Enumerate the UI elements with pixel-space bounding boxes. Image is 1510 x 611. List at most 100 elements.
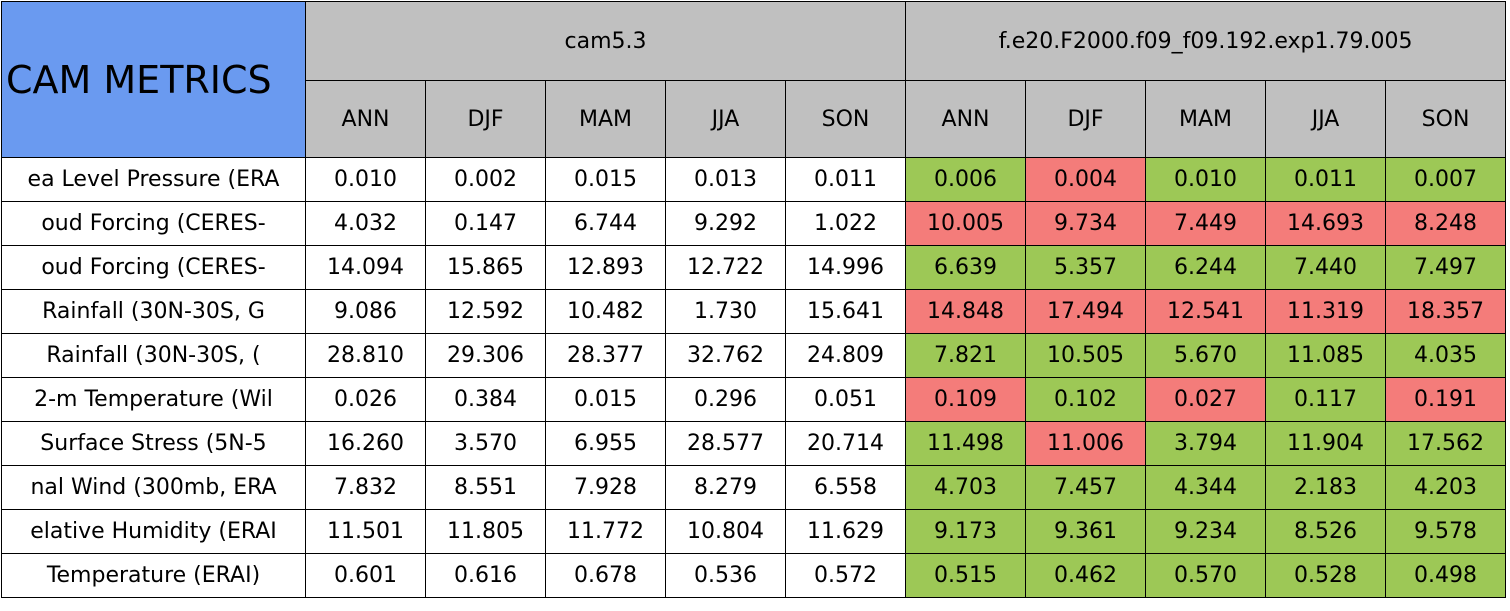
value-cell: 0.011 — [784, 157, 907, 202]
value-cell: 3.570 — [425, 421, 546, 466]
value-cell: 14.996 — [784, 245, 907, 290]
season-header: JJA — [665, 80, 786, 158]
value-cell: 8.551 — [425, 465, 546, 510]
value-cell: 6.244 — [1145, 245, 1267, 290]
value-cell: 1.022 — [784, 201, 907, 246]
season-header: DJF — [1025, 80, 1147, 158]
value-cell: 11.006 — [1025, 421, 1147, 466]
value-cell: 0.010 — [1145, 157, 1267, 202]
value-cell: 2.183 — [1265, 465, 1387, 510]
value-cell: 14.094 — [305, 245, 426, 290]
value-cell: 0.015 — [545, 377, 666, 422]
value-cell: 15.641 — [784, 289, 907, 334]
value-cell: 10.482 — [545, 289, 666, 334]
value-cell: 11.498 — [905, 421, 1027, 466]
data-row: oud Forcing (CERES- 4.032 0.147 6.744 9.292 1… — [1, 201, 1507, 246]
value-cell: 17.494 — [1025, 289, 1147, 334]
value-cell: 4.203 — [1385, 465, 1507, 510]
season-row: ANN DJF MAM JJA SON ANN DJF MAM JJA SON — [2, 80, 1507, 158]
value-cell: 17.562 — [1385, 421, 1507, 466]
value-cell: 0.572 — [784, 553, 907, 598]
value-cell: 0.384 — [425, 377, 546, 422]
value-cell: 3.794 — [1145, 421, 1267, 466]
row-label: 2-m Temperature (Wil — [1, 377, 306, 422]
row-label: elative Humidity (ERAI — [1, 509, 306, 554]
data-row: Rainfall (30N-30S, G 9.086 12.592 10.482 1.7… — [1, 289, 1507, 334]
value-cell: 0.601 — [305, 553, 426, 598]
value-cell: 8.279 — [665, 465, 786, 510]
value-cell: 9.234 — [1145, 509, 1267, 554]
value-cell: 6.955 — [545, 421, 666, 466]
value-cell: 28.810 — [305, 333, 426, 378]
value-cell: 11.805 — [425, 509, 546, 554]
value-cell: 10.505 — [1025, 333, 1147, 378]
value-cell: 0.678 — [545, 553, 666, 598]
value-cell: 12.541 — [1145, 289, 1267, 334]
value-cell: 0.011 — [1265, 157, 1387, 202]
row-label: oud Forcing (CERES- — [1, 201, 306, 246]
value-cell: 9.361 — [1025, 509, 1147, 554]
season-header: SON — [1385, 80, 1507, 158]
value-cell: 4.703 — [905, 465, 1027, 510]
value-cell: 6.744 — [545, 201, 666, 246]
value-cell: 7.457 — [1025, 465, 1147, 510]
value-cell: 9.173 — [905, 509, 1027, 554]
row-label: Surface Stress (5N-5 — [1, 421, 306, 466]
value-cell: 0.007 — [1385, 157, 1507, 202]
table-title: CAM METRICS — [1, 1, 306, 158]
value-cell: 0.010 — [305, 157, 426, 202]
value-cell: 7.928 — [545, 465, 666, 510]
value-cell: 0.013 — [665, 157, 786, 202]
season-header: ANN — [905, 80, 1027, 158]
data-row: Temperature (ERAI) 0.601 0.616 0.678 0.536 0.… — [1, 553, 1507, 598]
value-cell: 0.026 — [305, 377, 426, 422]
value-cell: 0.015 — [545, 157, 666, 202]
value-cell: 11.904 — [1265, 421, 1387, 466]
data-row: Rainfall (30N-30S, (28.810 29.306 28.377 32… — [1, 333, 1507, 378]
value-cell: 0.006 — [905, 157, 1027, 202]
value-cell: 6.639 — [905, 245, 1027, 290]
value-cell: 5.357 — [1025, 245, 1147, 290]
value-cell: 11.085 — [1265, 333, 1387, 378]
value-cell: 0.616 — [425, 553, 546, 598]
value-cell: 4.032 — [305, 201, 426, 246]
data-row: ea Level Pressure (ERA 0.010 0.002 0.015 0.0… — [1, 157, 1507, 202]
value-cell: 0.004 — [1025, 157, 1147, 202]
data-row: nal Wind (300mb, ERA 7.832 8.551 7.928 8.279… — [1, 465, 1507, 510]
value-cell: 0.528 — [1265, 553, 1387, 598]
value-cell: 0.191 — [1385, 377, 1507, 422]
value-cell: 7.832 — [305, 465, 426, 510]
value-cell: 10.005 — [905, 201, 1027, 246]
value-cell: 7.449 — [1145, 201, 1267, 246]
value-cell: 7.440 — [1265, 245, 1387, 290]
value-cell: 0.515 — [905, 553, 1027, 598]
value-cell: 5.670 — [1145, 333, 1267, 378]
data-row: Surface Stress (5N-5 16.260 3.570 6.955 28.5… — [1, 421, 1507, 466]
value-cell: 9.292 — [665, 201, 786, 246]
value-cell: 12.722 — [665, 245, 786, 290]
value-cell: 0.109 — [905, 377, 1027, 422]
value-cell: 0.462 — [1025, 553, 1147, 598]
value-cell: 10.804 — [665, 509, 786, 554]
value-cell: 16.260 — [305, 421, 426, 466]
value-cell: 24.809 — [784, 333, 907, 378]
row-label: Rainfall (30N-30S, G — [1, 289, 306, 334]
value-cell: 15.865 — [425, 245, 546, 290]
value-cell: 11.772 — [545, 509, 666, 554]
row-label: nal Wind (300mb, ERA — [1, 465, 306, 510]
value-cell: 0.102 — [1025, 377, 1147, 422]
data-row: elative Humidity (ERAI 11.501 11.805 11.772… — [1, 509, 1507, 554]
value-cell: 0.296 — [665, 377, 786, 422]
value-cell: 8.526 — [1265, 509, 1387, 554]
group-header: cam5.3 — [304, 1, 907, 81]
value-cell: 7.497 — [1385, 245, 1507, 290]
value-cell: 0.498 — [1385, 553, 1507, 598]
value-cell: 14.693 — [1265, 201, 1387, 246]
value-cell: 20.714 — [784, 421, 907, 466]
row-label: Rainfall (30N-30S, ( — [1, 333, 306, 378]
value-cell: 0.051 — [784, 377, 907, 422]
metrics-table: CAM METRICS cam5.3 f.e20.F2000.f09_f09.192… — [1, 1, 1507, 598]
group-header: f.e20.F2000.f09_f09.192.exp1.79.005 — [905, 1, 1507, 81]
value-cell: 11.319 — [1265, 289, 1387, 334]
